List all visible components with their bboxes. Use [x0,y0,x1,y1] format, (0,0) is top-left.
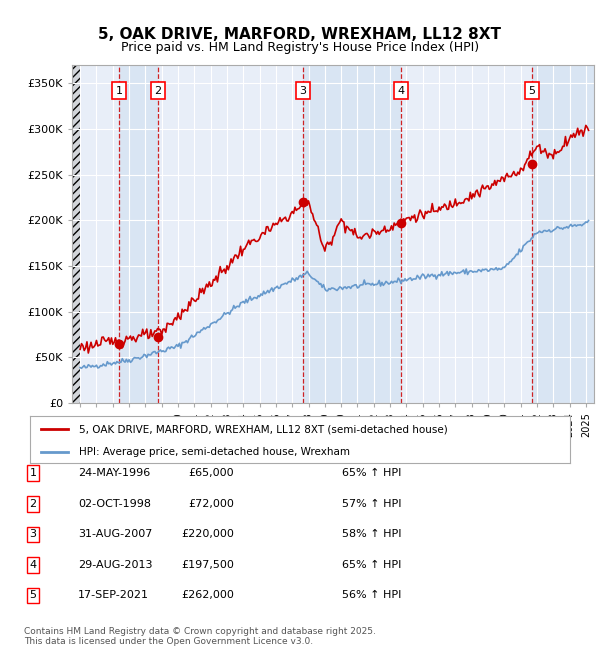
Bar [303,65,401,403]
Text: 31-AUG-2007: 31-AUG-2007 [78,529,152,539]
Text: £220,000: £220,000 [181,529,234,539]
Text: 4: 4 [397,86,404,96]
Text: £262,000: £262,000 [181,590,234,601]
Text: 5: 5 [29,590,37,601]
Text: 17-SEP-2021: 17-SEP-2021 [78,590,149,601]
Text: 57% ↑ HPI: 57% ↑ HPI [342,499,401,509]
Text: 2: 2 [154,86,161,96]
Text: 58% ↑ HPI: 58% ↑ HPI [342,529,401,539]
Text: HPI: Average price, semi-detached house, Wrexham: HPI: Average price, semi-detached house,… [79,447,350,456]
Text: 5, OAK DRIVE, MARFORD, WREXHAM, LL12 8XT (semi-detached house): 5, OAK DRIVE, MARFORD, WREXHAM, LL12 8XT… [79,424,448,434]
Text: 5, OAK DRIVE, MARFORD, WREXHAM, LL12 8XT: 5, OAK DRIVE, MARFORD, WREXHAM, LL12 8XT [98,27,502,42]
Text: £197,500: £197,500 [181,560,234,570]
Text: 2: 2 [29,499,37,509]
Text: 24-MAY-1996: 24-MAY-1996 [78,468,150,478]
Text: 65% ↑ HPI: 65% ↑ HPI [342,560,401,570]
Text: 56% ↑ HPI: 56% ↑ HPI [342,590,401,601]
Text: 4: 4 [29,560,37,570]
Text: 1: 1 [29,468,37,478]
Bar [119,65,158,403]
Text: Contains HM Land Registry data © Crown copyright and database right 2025.: Contains HM Land Registry data © Crown c… [24,627,376,636]
Bar [72,65,80,403]
Text: 29-AUG-2013: 29-AUG-2013 [78,560,152,570]
Text: 5: 5 [529,86,536,96]
Text: £72,000: £72,000 [188,499,234,509]
Text: 02-OCT-1998: 02-OCT-1998 [78,499,151,509]
Text: 3: 3 [29,529,37,539]
Bar [532,65,594,403]
Text: 65% ↑ HPI: 65% ↑ HPI [342,468,401,478]
Text: £65,000: £65,000 [188,468,234,478]
Text: 1: 1 [116,86,122,96]
Text: Price paid vs. HM Land Registry's House Price Index (HPI): Price paid vs. HM Land Registry's House … [121,41,479,54]
Text: 3: 3 [299,86,307,96]
Text: This data is licensed under the Open Government Licence v3.0.: This data is licensed under the Open Gov… [24,637,313,646]
